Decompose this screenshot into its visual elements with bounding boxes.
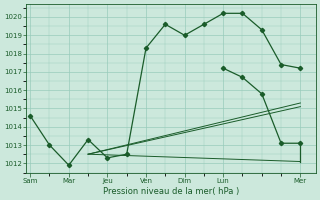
X-axis label: Pression niveau de la mer( hPa ): Pression niveau de la mer( hPa ) [103, 187, 239, 196]
